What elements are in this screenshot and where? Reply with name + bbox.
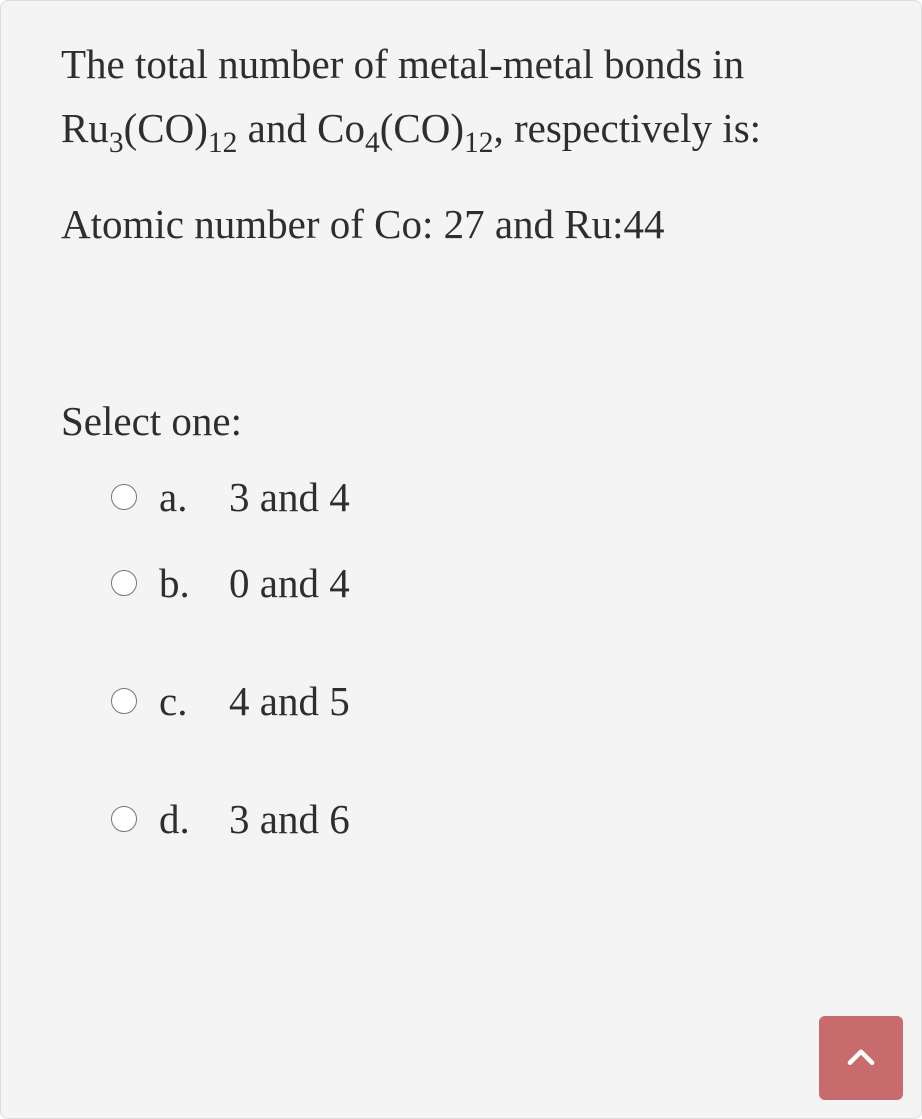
option-d-radio[interactable] <box>111 806 137 832</box>
option-letter: c. <box>159 677 229 725</box>
option-letter: a. <box>159 473 229 521</box>
select-one-label: Select one: <box>61 397 871 445</box>
option-b-radio[interactable] <box>111 570 137 596</box>
question-text: The total number of metal-metal bonds in… <box>61 33 871 165</box>
option-a-radio[interactable] <box>111 484 137 510</box>
subscript: 12 <box>208 127 238 159</box>
option-letter: b. <box>159 559 229 607</box>
subscript: 4 <box>365 127 380 159</box>
option-letter: d. <box>159 795 229 843</box>
options-list: a. 3 and 4 b. 0 and 4 c. 4 and 5 d. 3 an… <box>61 473 871 843</box>
chevron-up-icon <box>842 1039 880 1077</box>
subscript: 3 <box>109 127 124 159</box>
question-card: The total number of metal-metal bonds in… <box>0 0 922 1119</box>
option-text: 3 and 6 <box>229 795 871 843</box>
subscript: 12 <box>464 127 494 159</box>
option-c[interactable]: c. 4 and 5 <box>111 677 871 725</box>
option-a[interactable]: a. 3 and 4 <box>111 473 871 521</box>
option-text: 0 and 4 <box>229 559 871 607</box>
option-text: 3 and 4 <box>229 473 871 521</box>
scroll-to-top-button[interactable] <box>819 1016 903 1100</box>
question-fragment: , respectively is: <box>494 105 762 151</box>
option-b[interactable]: b. 0 and 4 <box>111 559 871 607</box>
atomic-number-line: Atomic number of Co: 27 and Ru:44 <box>61 193 871 257</box>
question-fragment: (CO) <box>124 105 208 151</box>
option-c-radio[interactable] <box>111 688 137 714</box>
question-fragment: (CO) <box>380 105 464 151</box>
option-d[interactable]: d. 3 and 6 <box>111 795 871 843</box>
option-text: 4 and 5 <box>229 677 871 725</box>
question-fragment: and Co <box>237 105 365 151</box>
